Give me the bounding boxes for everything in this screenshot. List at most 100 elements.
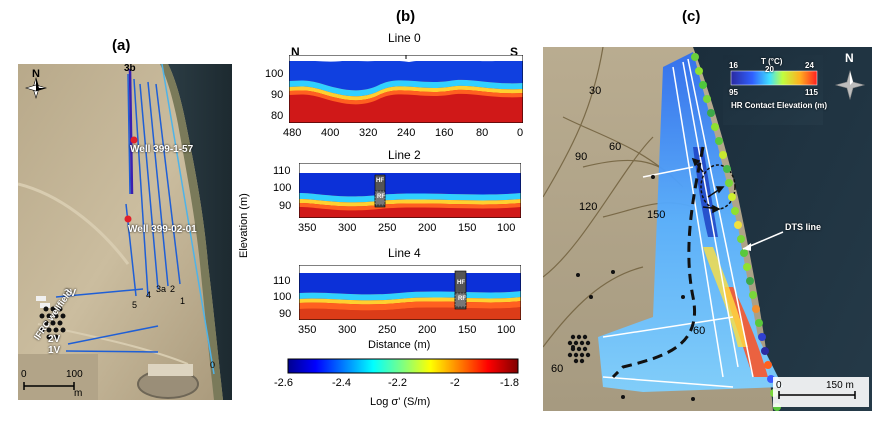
contour-60b: 60 xyxy=(693,325,706,337)
line2-title: Line 2 xyxy=(388,148,421,162)
north-label-c: N xyxy=(845,51,854,65)
contour-60c: 60 xyxy=(551,363,564,375)
line0-xtick: 160 xyxy=(435,127,454,139)
line0-section xyxy=(289,55,523,123)
colorbar-tick: -2.6 xyxy=(274,377,293,389)
line2-xtick: 300 xyxy=(338,222,357,234)
line0-xtick: 480 xyxy=(283,127,302,139)
dts-label: DTS line xyxy=(785,222,822,232)
scale-unit: m xyxy=(74,388,83,399)
colorbar-tick: -1.8 xyxy=(500,377,519,389)
colorbar-tick: -2.4 xyxy=(332,377,351,389)
line2-section xyxy=(299,163,521,218)
survey-lines xyxy=(55,73,181,353)
line0-left-label: N xyxy=(291,45,300,59)
panel-a-map-svg xyxy=(18,64,232,400)
line0-ytick-90: 90 xyxy=(271,89,284,101)
line4-xtick: 150 xyxy=(458,324,477,336)
line4-marker-rf: RF xyxy=(458,296,466,302)
scale-value: 100 xyxy=(66,369,83,380)
line4-xticks: 350 300 250 200 150 100 xyxy=(298,324,528,338)
line0-ytick-100: 100 xyxy=(265,68,284,80)
contour-30: 30 xyxy=(589,85,602,97)
panel-c-map: T (°C) 16 20 24 95 115 HR Contact Elevat… xyxy=(543,47,872,411)
temperature-colorbar xyxy=(730,70,818,86)
compass-icon xyxy=(24,76,48,100)
line0-xtick: 80 xyxy=(476,127,489,139)
line-label-4: 4 xyxy=(146,290,152,300)
line4-section xyxy=(299,265,521,320)
line2-marker-hf: HF xyxy=(376,178,384,184)
line-label-1v: 1V xyxy=(48,345,61,356)
line4-title: Line 4 xyxy=(388,246,421,260)
panel-c-map-svg xyxy=(543,47,872,411)
well-label-2: Well 399-02-01 xyxy=(128,224,197,235)
line0-xtick: 0 xyxy=(517,127,524,139)
panel-a-map: N 3b Well 399-1-57 Well 399-02-01 4 3a 2… xyxy=(18,64,232,400)
colorbar-tick: -2.2 xyxy=(388,377,407,389)
line0-xtick: 320 xyxy=(359,127,378,139)
line2-ytick: 110 xyxy=(273,165,291,177)
wellfield-dots xyxy=(39,306,66,340)
line-label-3v: 3V xyxy=(64,288,77,299)
plume-boundary xyxy=(611,146,705,379)
line4-xtick: 100 xyxy=(497,324,516,336)
colorbar-ticks: -2.6 -2.4 -2.2 -2 -1.8 xyxy=(274,377,534,391)
compass-icon-c xyxy=(834,69,866,101)
line0-ytick-80: 80 xyxy=(271,110,284,122)
line-label-3a: 3a xyxy=(156,284,167,294)
colorbar-tick: -2 xyxy=(450,377,460,389)
hr-tick: 95 xyxy=(729,88,738,97)
contour-150: 150 xyxy=(647,209,666,221)
line4-xtick: 300 xyxy=(338,324,357,336)
wellfield-dots-c xyxy=(567,334,591,364)
scale-value-c: 150 m xyxy=(826,380,854,391)
line4-marker-hf: HF xyxy=(457,280,465,286)
line2-xtick: 250 xyxy=(378,222,397,234)
colorbar-label: Log σ' (S/m) xyxy=(370,396,431,408)
line-label-0: 0 xyxy=(210,360,216,370)
line-label-2: 2 xyxy=(170,284,176,294)
well-399-1-57-marker xyxy=(130,136,138,144)
t-tick: 20 xyxy=(765,65,774,74)
scale-zero: 0 xyxy=(21,369,27,380)
line2-xtick: 200 xyxy=(418,222,437,234)
line0-xtick: 240 xyxy=(397,127,416,139)
scale-zero-c: 0 xyxy=(776,380,782,391)
north-label: N xyxy=(32,68,40,80)
t-tick: 24 xyxy=(805,61,814,70)
line4-ytick: 100 xyxy=(273,291,292,303)
line2-marker-rf: RF xyxy=(377,194,385,200)
t-tick: 16 xyxy=(729,61,738,70)
line-label-5: 5 xyxy=(132,300,138,310)
line2-ytick: 90 xyxy=(279,200,292,212)
panel-a-label: (a) xyxy=(112,37,131,54)
well-label-1: Well 399-1-57 xyxy=(130,144,194,155)
hr-label: HR Contact Elevation (m) xyxy=(731,101,828,110)
dts-line-dots xyxy=(691,53,781,411)
line4-xtick: 200 xyxy=(418,324,437,336)
contour-60: 60 xyxy=(609,141,622,153)
elevation-axis-label: Elevation (m) xyxy=(238,193,250,258)
line0-right-label: S xyxy=(510,45,519,59)
line2-xtick: 150 xyxy=(458,222,477,234)
distance-axis-label: Distance (m) xyxy=(368,339,431,351)
line4-xtick: 250 xyxy=(378,324,397,336)
t-label: T (°C) xyxy=(761,57,783,66)
line-label-1: 1 xyxy=(180,296,186,306)
line4-xtick: 350 xyxy=(298,324,317,336)
line-label-2v: 2V xyxy=(48,334,61,345)
line2-xticks: 350 300 250 200 150 100 xyxy=(298,222,528,236)
line-label-3b: 3b xyxy=(124,64,136,74)
line0-xticks: 480 400 320 240 160 80 0 xyxy=(283,127,533,141)
line2-xtick: 350 xyxy=(298,222,317,234)
line2-xtick: 100 xyxy=(497,222,516,234)
contour-120: 120 xyxy=(579,201,598,213)
line4-ytick: 90 xyxy=(279,308,292,320)
survey-lines-c xyxy=(602,58,754,388)
panel-b-label: (b) xyxy=(396,8,416,25)
well-399-02-01-marker xyxy=(124,215,132,223)
contour-90: 90 xyxy=(575,151,588,163)
panel-c-label: (c) xyxy=(682,8,701,25)
conductivity-colorbar xyxy=(287,358,519,374)
